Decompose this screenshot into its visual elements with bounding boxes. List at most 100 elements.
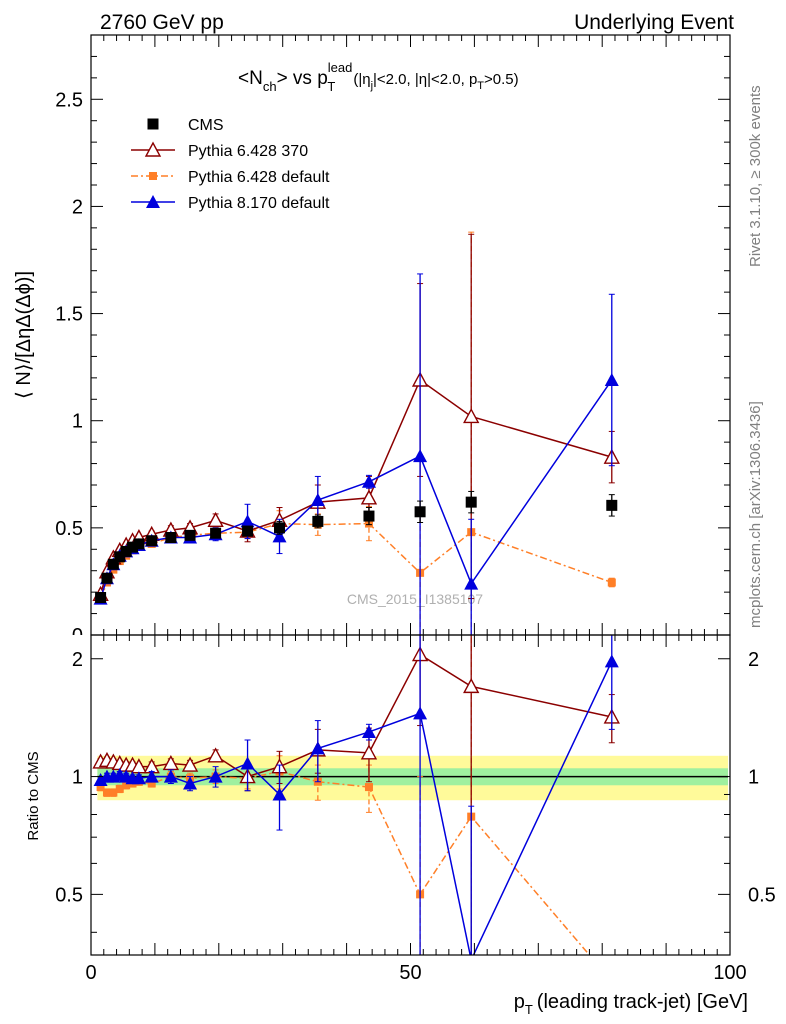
title-part-cut1: (|η: [353, 71, 370, 88]
xlabel-p-sub: T: [525, 1002, 533, 1017]
analysis-watermark: CMS_2015_I1385107: [347, 591, 483, 607]
legend-label-p6_370: Pythia 6.428 370: [188, 143, 308, 160]
rivet-label: Rivet 3.1.10, ≥ 300k events: [747, 85, 764, 267]
ratio-line-p8_default: [100, 661, 613, 955]
ratio-point-p6_370: [360, 744, 378, 760]
legend: CMS Pythia 6.428 370 Pythia 6.428 default P…: [131, 117, 330, 212]
main-series-layer: [92, 231, 620, 635]
main-series-p6_default: [96, 231, 616, 635]
header-right: Underlying Event: [574, 11, 734, 34]
xtick-label: 100: [713, 962, 746, 984]
main-line-p8_default: [99, 379, 613, 599]
main-series-p6_370: [92, 233, 620, 601]
title-part-cut1-sub: j: [370, 80, 373, 92]
plot-frames: [90, 34, 731, 956]
title-part-cut2-sub: T: [477, 80, 484, 92]
ratio-point-p6_default: [364, 783, 373, 792]
ratio-point-p8_default: [413, 706, 428, 720]
main-point-p8_default: [240, 514, 255, 528]
ratio-ytick-label-right: 0.5: [748, 884, 776, 906]
xlabel-rest: (leading track-jet) [GeV]: [537, 991, 748, 1013]
ratio-point-p8_default: [93, 772, 108, 786]
ratio-point-p8_default: [163, 769, 178, 783]
legend-entry-p6_370: Pythia 6.428 370: [131, 141, 308, 160]
ratio-point-p8_default: [240, 756, 255, 770]
main-point-p8_default: [464, 576, 479, 590]
ratio-series-p8_default: [93, 635, 619, 955]
main-point-p8_default: [272, 529, 287, 543]
legend-entry-cms: CMS: [147, 117, 224, 134]
ratio-point-p6_default: [147, 779, 156, 788]
main-ytick-label-zero: 0: [72, 625, 83, 647]
ratio-ylabel: Ratio to CMS: [25, 751, 42, 840]
main-ytick-label: 1.5: [55, 304, 83, 326]
legend-marker-p8_default: [146, 195, 160, 208]
title-part-main-sub: ch: [263, 79, 277, 94]
main-ytick-label: 2.5: [55, 89, 83, 111]
title-part-sup: lead: [328, 60, 353, 75]
main-series-cms: [95, 490, 618, 603]
ratio-point-p6_370: [207, 747, 224, 763]
main-ytick-label: 2: [72, 196, 83, 218]
main-point-cms: [242, 525, 254, 537]
title-part-mid: > vs p: [277, 68, 328, 89]
main-point-cms: [165, 532, 177, 543]
main-point-cms: [606, 499, 618, 511]
main-point-cms: [127, 541, 139, 553]
main-point-p6_default: [607, 578, 616, 587]
ratio-ytick-label: 1: [72, 767, 83, 789]
main-point-cms: [184, 529, 196, 541]
main-point-cms: [363, 510, 375, 522]
main-series-p8_default: [93, 273, 619, 635]
title-part-main: <N: [238, 68, 263, 89]
ratio-point-p6_default: [96, 783, 105, 792]
header-left: 2760 GeV pp: [100, 11, 224, 34]
ratio-ytick-label-right: 1: [748, 767, 759, 789]
main-point-p8_default: [310, 493, 325, 506]
legend-label-cms: CMS: [188, 117, 224, 134]
legend-marker-p6_default: [149, 172, 157, 180]
main-point-cms: [312, 515, 324, 527]
main-frame: [90, 34, 731, 636]
main-point-p8_default: [413, 449, 428, 463]
legend-entry-p8_default: Pythia 8.170 default: [131, 195, 330, 212]
main-ytick-label: 1: [72, 411, 83, 433]
main-line-p6_370: [99, 378, 612, 595]
mcplots-label: mcplots.cern.ch [arXiv:1306.3436]: [747, 401, 764, 628]
main-point-cms: [95, 592, 107, 603]
main-point-p8_default: [361, 474, 376, 488]
ratio-line-p6_default: [100, 770, 591, 955]
ratio-point-p6_370: [463, 677, 480, 694]
main-point-cms: [274, 522, 286, 534]
legend-marker-p6_370: [144, 141, 162, 157]
xtick-label: 0: [85, 962, 96, 984]
main-title: <Nch> vs plead T (|ηj|<2.0, |η|<2.0, pT>0.…: [238, 60, 519, 94]
legend-label-p6_default: Pythia 6.428 default: [188, 169, 330, 186]
ratio-xlabel: pT (leading track-jet) [GeV]: [514, 991, 748, 1017]
ratio-point-p6_default: [102, 788, 111, 797]
main-point-cms: [210, 527, 222, 539]
main-point-cms: [107, 558, 119, 570]
ratio-point-p6_default: [122, 781, 131, 790]
main-point-cms: [465, 496, 477, 508]
main-ytick-label: 0.5: [55, 518, 83, 540]
main-point-cms: [120, 545, 132, 557]
title-part-cut3: >0.5): [484, 71, 519, 88]
ratio-point-p8_default: [131, 771, 146, 785]
xlabel-p: p: [514, 991, 525, 1013]
main-point-p6_370: [463, 407, 480, 424]
axis-ticks: 0.5 1 1.5 2 2.5 0 0 50 100 0.5 0.5 1 1 2 2: [55, 34, 776, 984]
ratio-point-p8_default: [361, 724, 376, 738]
ratio-ytick-label-right: 2: [748, 649, 759, 671]
main-point-cms: [146, 535, 158, 547]
ratio-point-p6_default: [115, 784, 124, 793]
legend-label-p8_default: Pythia 8.170 default: [188, 195, 330, 212]
main-point-cms: [114, 551, 126, 563]
ratio-series-p6_default: [96, 635, 615, 955]
main-point-p6_370: [207, 511, 224, 528]
title-part-sub: T: [327, 79, 335, 94]
main-point-p6_370: [360, 489, 378, 505]
legend-entry-p6_default: Pythia 6.428 default: [131, 169, 330, 186]
ratio-point-p8_default: [310, 741, 325, 755]
